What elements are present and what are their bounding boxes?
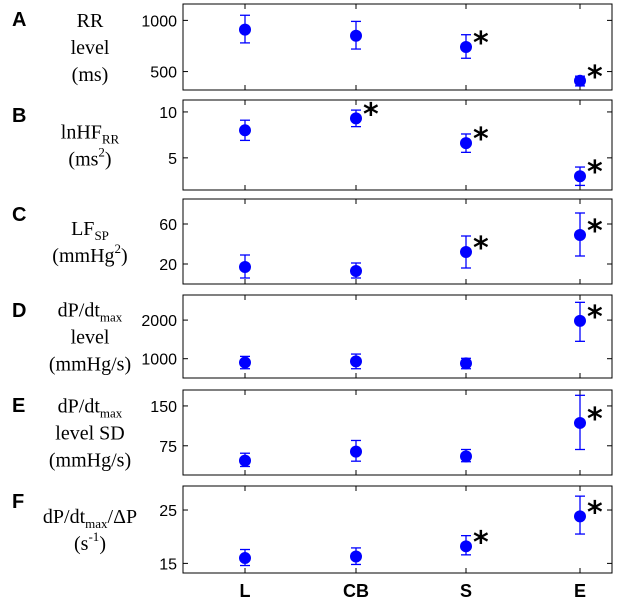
significance-asterisk: * (587, 60, 603, 95)
data-point (574, 416, 586, 429)
y-axis-label-line: dP/dtmax/ΔP (43, 506, 137, 531)
data-point (460, 41, 472, 53)
panel-letter: F (12, 491, 24, 513)
x-tick-label: S (460, 581, 472, 601)
panel-a: A RR level (ms) 500 1000 * * (12, 3, 613, 95)
data-point (239, 23, 251, 36)
panel-letter: D (12, 300, 26, 322)
data-point (350, 355, 362, 368)
y-tick-label: 75 (159, 439, 177, 456)
y-axis-label-line: lnHFRR (61, 122, 120, 147)
data-point (239, 454, 251, 467)
axes-box (182, 198, 613, 285)
data-point (574, 170, 586, 183)
y-tick-label: 150 (150, 399, 177, 416)
axes-box (182, 294, 613, 379)
panel-letter: B (12, 105, 26, 127)
significance-asterisk: * (587, 300, 603, 335)
significance-asterisk: * (473, 231, 489, 266)
y-axis-label-line: (s-1) (74, 529, 106, 555)
data-point (460, 450, 472, 463)
significance-asterisk: * (587, 214, 603, 249)
y-axis-label-line: level (71, 327, 110, 349)
y-axis-label-line: RR (77, 10, 104, 32)
y-tick-label: 5 (168, 151, 177, 168)
panel-letter: E (12, 395, 25, 417)
y-axis-label-line: level (71, 37, 110, 59)
y-tick-label: 1000 (141, 13, 177, 30)
y-axis-label-line: (ms) (72, 64, 109, 86)
data-point (460, 246, 472, 258)
panel-letter: A (12, 9, 26, 31)
panel-letter: C (12, 204, 26, 226)
y-axis-label-line: (ms2) (68, 145, 111, 171)
data-point (574, 229, 586, 241)
y-axis-label-line: level SD (55, 423, 124, 445)
axes-box (182, 485, 613, 574)
y-tick-label: 60 (159, 217, 177, 234)
data-point (460, 357, 472, 370)
data-point (460, 540, 472, 553)
y-tick-label: 20 (159, 257, 177, 274)
y-axis-label-line: dP/dtmax (58, 396, 123, 421)
y-axis-label-line: LFSP (71, 218, 109, 243)
x-tick-label: E (574, 581, 586, 601)
significance-asterisk: * (363, 97, 379, 132)
data-point (574, 510, 586, 523)
data-point (574, 74, 586, 87)
y-axis-label-line: dP/dtmax (58, 300, 123, 325)
data-point (239, 356, 251, 369)
significance-asterisk: * (473, 525, 489, 560)
y-tick-label: 1000 (141, 352, 177, 369)
panel-f: FdP/dtmax/ΔP(s-1) 15 25 * * (12, 485, 613, 574)
data-point (239, 261, 251, 273)
data-point (350, 445, 362, 458)
x-tick-label: L (240, 581, 251, 601)
y-axis-label-line: (mmHg/s) (49, 450, 131, 472)
x-tick-label: CB (343, 581, 369, 601)
data-point (350, 550, 362, 563)
y-axis-label-line: (mmHg/s) (49, 354, 131, 376)
significance-asterisk: * (473, 122, 489, 157)
data-point (460, 137, 472, 150)
y-tick-label: 2000 (141, 313, 177, 330)
data-point (350, 29, 362, 42)
y-tick-label: 15 (159, 556, 177, 573)
significance-asterisk: * (587, 155, 603, 190)
data-point (350, 112, 362, 125)
data-point (239, 552, 251, 565)
significance-asterisk: * (587, 402, 603, 437)
significance-asterisk: * (587, 495, 603, 530)
axes-box (182, 3, 613, 91)
data-point (574, 314, 586, 327)
data-point (350, 265, 362, 277)
panel-c: C LFSP(mmHg2) 20 60 * * (12, 198, 613, 285)
y-axis-label-line: (mmHg2) (52, 241, 127, 267)
significance-asterisk: * (473, 26, 489, 61)
data-point (239, 124, 251, 137)
axes-box (182, 389, 613, 476)
y-tick-label: 500 (150, 65, 177, 82)
axes-box (182, 99, 613, 191)
y-tick-label: 25 (159, 503, 177, 520)
y-tick-label: 10 (159, 105, 177, 122)
